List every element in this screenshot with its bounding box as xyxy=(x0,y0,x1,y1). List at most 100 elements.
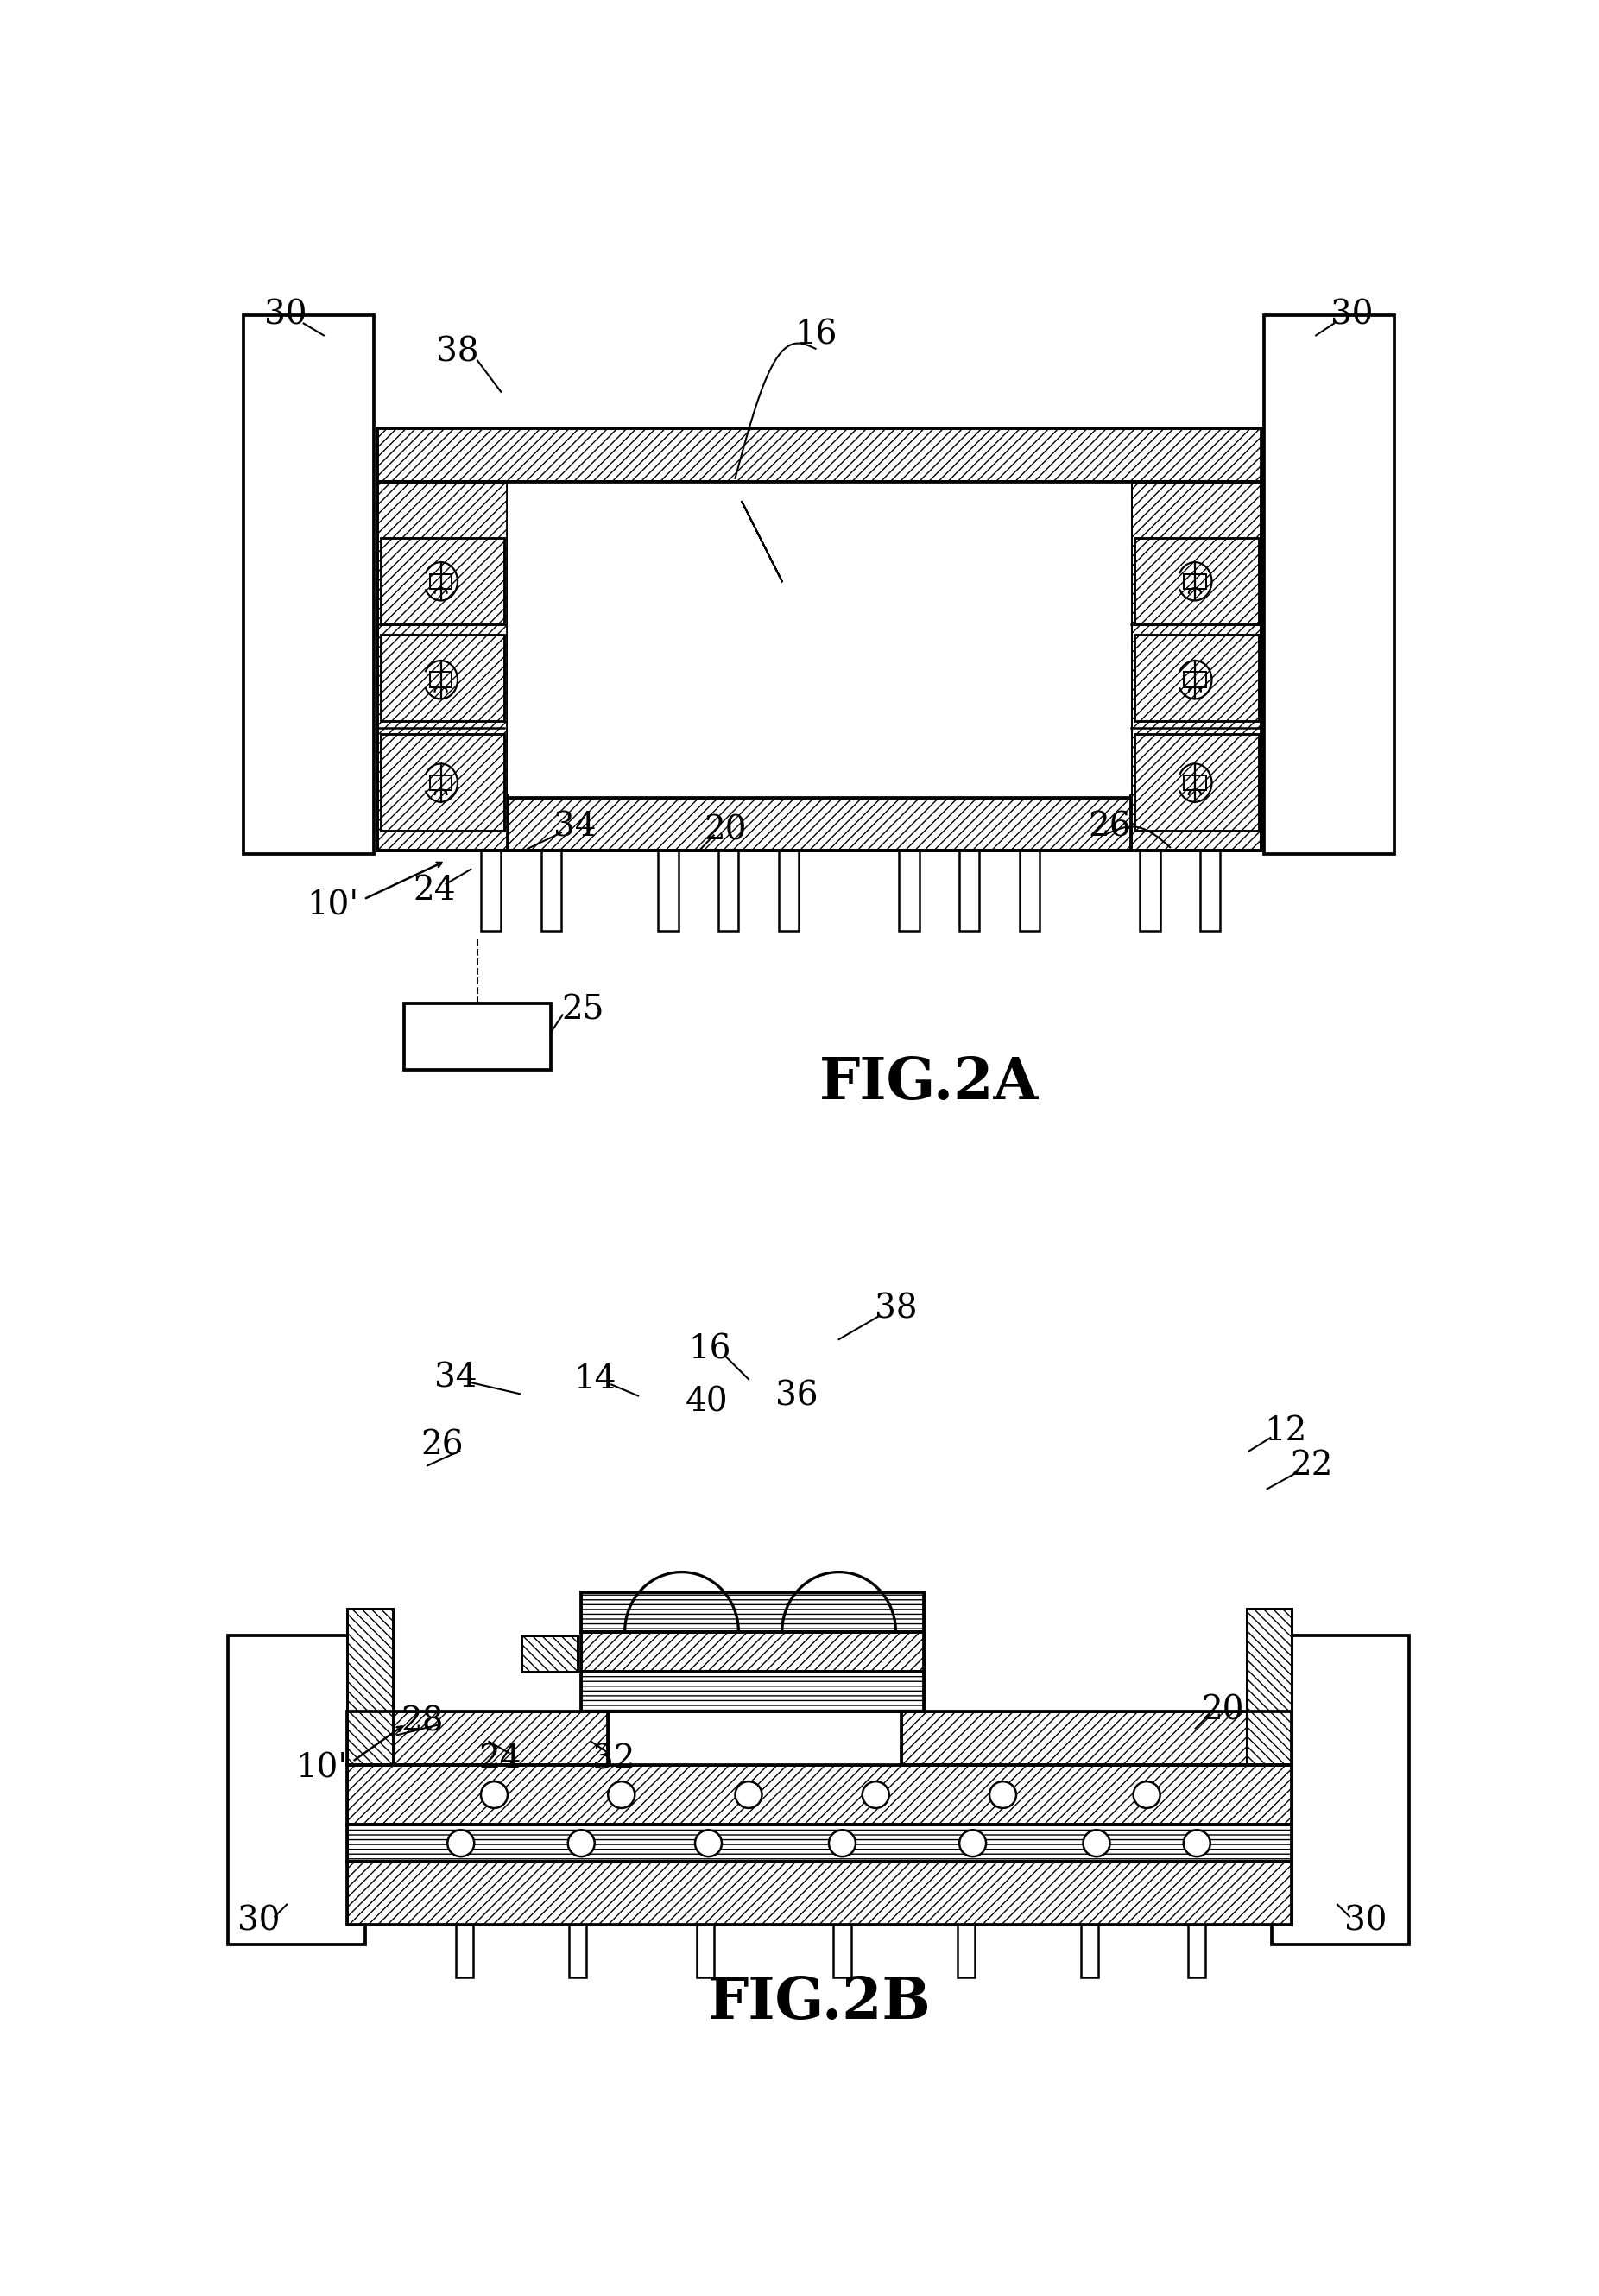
Text: 38: 38 xyxy=(875,1293,918,1325)
Bar xyxy=(377,797,1262,850)
Bar xyxy=(521,1635,577,1671)
Text: 30: 30 xyxy=(264,298,307,331)
Bar xyxy=(521,1635,577,1671)
Bar xyxy=(377,482,1262,850)
Text: 20: 20 xyxy=(1201,1694,1244,1727)
Bar xyxy=(1135,634,1258,721)
Bar xyxy=(697,1924,713,1977)
Text: 34: 34 xyxy=(553,810,596,843)
Bar xyxy=(381,537,504,625)
Text: 30: 30 xyxy=(237,1906,280,1938)
Circle shape xyxy=(862,1782,889,1807)
Bar xyxy=(1140,850,1159,930)
Text: 26: 26 xyxy=(1089,810,1130,843)
Bar xyxy=(430,673,453,687)
Bar xyxy=(381,735,504,831)
Bar xyxy=(582,1591,924,1632)
Bar xyxy=(582,1632,924,1671)
Text: 10': 10' xyxy=(307,891,358,921)
Bar xyxy=(540,850,561,930)
Text: 30: 30 xyxy=(1345,1906,1386,1938)
Bar xyxy=(377,797,1262,850)
Bar xyxy=(405,1003,552,1070)
Bar xyxy=(1246,1609,1292,1766)
Bar xyxy=(347,1766,1292,1825)
Bar xyxy=(507,482,1132,794)
Bar xyxy=(1183,673,1206,687)
Circle shape xyxy=(448,1830,475,1857)
Bar xyxy=(1201,850,1220,930)
Text: 32: 32 xyxy=(592,1743,635,1775)
Text: 24: 24 xyxy=(478,1743,521,1775)
Text: 26: 26 xyxy=(421,1430,464,1463)
Text: 28: 28 xyxy=(401,1706,443,1738)
Bar xyxy=(347,1711,608,1766)
Text: 10': 10' xyxy=(296,1752,347,1784)
Bar xyxy=(902,1711,1292,1766)
Bar xyxy=(1135,735,1258,831)
Bar xyxy=(347,1711,608,1766)
Circle shape xyxy=(828,1830,855,1857)
Bar xyxy=(582,1591,924,1632)
Bar xyxy=(347,1825,1292,1862)
Text: 16: 16 xyxy=(689,1334,731,1366)
Bar xyxy=(1183,574,1206,590)
Bar xyxy=(1271,1635,1409,1945)
Bar xyxy=(1183,776,1206,790)
Text: S/D: S/D xyxy=(448,1022,508,1054)
Bar xyxy=(381,634,504,721)
Circle shape xyxy=(990,1782,1017,1807)
Bar xyxy=(959,850,980,930)
Bar xyxy=(899,850,919,930)
Text: 40: 40 xyxy=(686,1387,729,1419)
Text: 36: 36 xyxy=(776,1380,819,1412)
Text: 34: 34 xyxy=(433,1362,477,1394)
Bar xyxy=(377,482,507,850)
Bar xyxy=(1263,315,1394,854)
Bar xyxy=(377,429,1262,482)
Circle shape xyxy=(736,1782,763,1807)
Bar xyxy=(229,1635,365,1945)
Bar xyxy=(430,574,453,590)
Bar xyxy=(582,1632,924,1671)
Text: 25: 25 xyxy=(561,994,604,1026)
Bar xyxy=(1135,537,1258,625)
Text: 20: 20 xyxy=(704,815,747,847)
Bar xyxy=(456,1924,473,1977)
Circle shape xyxy=(696,1830,721,1857)
Bar xyxy=(902,1711,1292,1766)
Bar xyxy=(1188,1924,1206,1977)
Bar xyxy=(381,735,504,831)
Circle shape xyxy=(568,1830,595,1857)
Bar xyxy=(381,634,504,721)
Text: 38: 38 xyxy=(437,335,478,367)
Bar xyxy=(381,537,504,625)
Text: 22: 22 xyxy=(1290,1449,1334,1481)
Bar xyxy=(377,482,507,850)
Circle shape xyxy=(1183,1830,1210,1857)
Circle shape xyxy=(608,1782,635,1807)
Bar xyxy=(1132,482,1262,850)
Circle shape xyxy=(1083,1830,1110,1857)
Bar xyxy=(243,315,374,854)
Circle shape xyxy=(481,1782,507,1807)
Text: 16: 16 xyxy=(795,319,836,351)
Circle shape xyxy=(959,1830,987,1857)
Bar xyxy=(1246,1609,1292,1766)
Bar xyxy=(481,850,500,930)
Bar xyxy=(347,1609,393,1766)
Bar xyxy=(1020,850,1039,930)
Text: FIG.2B: FIG.2B xyxy=(708,1975,931,2032)
Bar xyxy=(347,1766,1292,1825)
Bar xyxy=(347,1609,393,1766)
Text: 24: 24 xyxy=(413,875,456,907)
Text: 12: 12 xyxy=(1263,1414,1306,1446)
Bar xyxy=(1132,482,1262,850)
Text: FIG.2A: FIG.2A xyxy=(819,1056,1039,1111)
Bar xyxy=(347,1862,1292,1924)
Bar xyxy=(659,850,678,930)
Bar xyxy=(377,429,1262,482)
Bar xyxy=(1135,537,1258,625)
Bar xyxy=(430,776,453,790)
Bar xyxy=(718,850,739,930)
